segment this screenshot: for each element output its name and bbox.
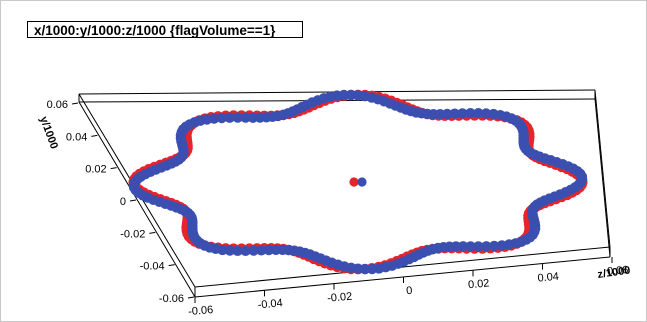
x-tick-label: 0 — [406, 285, 413, 297]
y-tick-label: -0.04 — [140, 261, 165, 273]
y-tick-mark — [110, 167, 117, 170]
y-tick-mark — [168, 264, 175, 267]
y-tick-label: 0 — [120, 196, 126, 208]
box-edge-6 — [194, 246, 611, 288]
series-1 — [128, 89, 588, 275]
data-point — [473, 241, 484, 252]
data-point — [256, 245, 267, 256]
axis-ticks: 0.06 0.04 0.02 0 -0.02 -0.04 -0.06 -0.06 -0.04 -0… — [47, 99, 629, 318]
y-tick-mark — [71, 102, 79, 105]
data-point — [232, 112, 243, 123]
y-tick-label: -0.06 — [159, 293, 184, 305]
y-tick-mark — [91, 134, 98, 137]
data-point — [240, 112, 251, 123]
data-point — [457, 108, 468, 119]
data-point — [465, 241, 476, 252]
data-point — [465, 108, 476, 119]
x-tick-label: 0.02 — [468, 277, 490, 291]
y-tick-label: -0.02 — [120, 228, 145, 240]
data-point — [442, 108, 453, 120]
data-point — [208, 113, 220, 124]
x-tick-label: -0.06 — [188, 304, 214, 318]
y-axis-label: y/1000 — [37, 115, 60, 151]
box-edge-5 — [594, 89, 611, 248]
x-tick-label: -0.02 — [327, 291, 353, 305]
y-tick-label: 0.02 — [85, 164, 106, 176]
box-edge-1 — [594, 98, 611, 258]
data-point — [473, 108, 484, 119]
data-point — [216, 112, 227, 124]
data-point — [480, 108, 492, 119]
x-tick-label: -0.04 — [257, 297, 283, 311]
x-tick-label: 0.06 — [607, 264, 629, 278]
data-point — [232, 245, 243, 256]
data-point — [489, 240, 500, 252]
data-point — [449, 108, 460, 119]
data-point — [240, 245, 251, 256]
data-point — [496, 240, 508, 251]
data-points — [128, 89, 588, 275]
x-tick-label: 0.04 — [537, 271, 559, 285]
plot-title: x/1000:y/1000:z/1000 {flagVolume==1} — [27, 21, 303, 38]
data-point — [576, 174, 588, 185]
data-point — [224, 112, 235, 123]
y-tick-mark — [149, 231, 156, 234]
z-axis-label: z/1000 — [597, 264, 631, 280]
data-point — [263, 244, 274, 256]
y-tick-mark — [129, 199, 137, 202]
box-edge-3 — [78, 101, 196, 298]
y-tick-label: 0.04 — [66, 131, 87, 143]
y-tick-mark — [187, 296, 195, 299]
y-tick-label: 0.06 — [47, 99, 68, 111]
data-point — [248, 245, 259, 256]
center-point — [349, 177, 359, 187]
center-point — [357, 177, 367, 187]
data-point — [481, 241, 492, 252]
